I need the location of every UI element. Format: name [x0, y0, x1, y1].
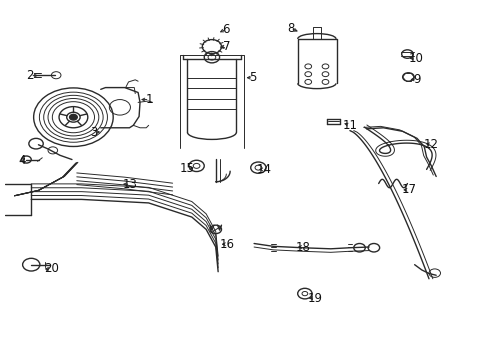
Text: 17: 17 — [401, 183, 415, 196]
Text: 14: 14 — [256, 163, 271, 176]
Text: 7: 7 — [222, 40, 229, 53]
Text: 13: 13 — [123, 178, 138, 191]
Text: 5: 5 — [249, 71, 256, 84]
Circle shape — [69, 114, 77, 120]
Text: 12: 12 — [423, 138, 438, 151]
Text: 20: 20 — [44, 262, 59, 275]
Text: 2: 2 — [26, 69, 34, 82]
Text: 9: 9 — [412, 73, 420, 86]
Text: 11: 11 — [342, 119, 357, 132]
Text: 8: 8 — [286, 22, 294, 35]
Text: 1: 1 — [145, 93, 153, 106]
Text: 10: 10 — [408, 52, 423, 65]
Text: 18: 18 — [295, 240, 310, 253]
Text: 15: 15 — [180, 162, 195, 175]
Text: 3: 3 — [90, 126, 97, 139]
Text: 19: 19 — [307, 292, 322, 305]
Text: 6: 6 — [222, 23, 229, 36]
Text: 16: 16 — [219, 238, 234, 251]
Text: 4: 4 — [18, 154, 25, 167]
